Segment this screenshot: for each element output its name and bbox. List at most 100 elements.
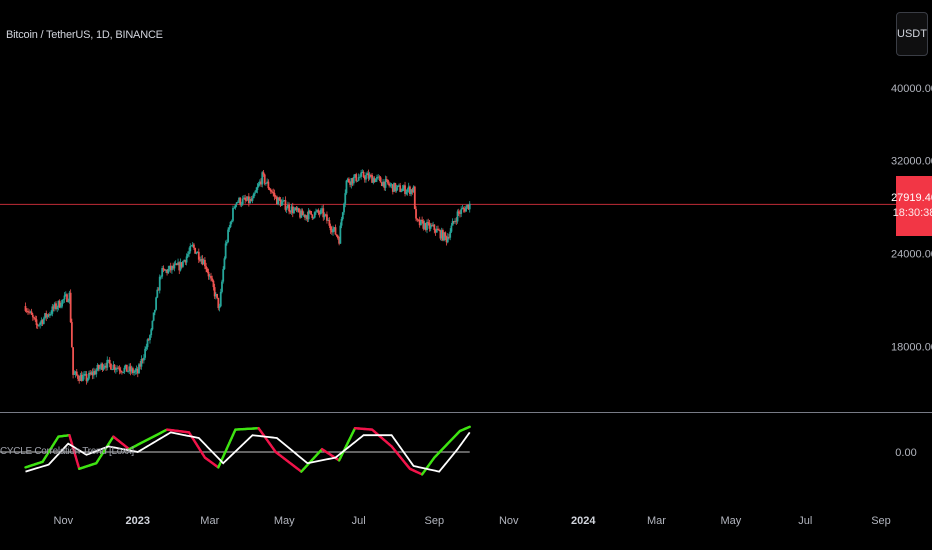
candle-body xyxy=(385,179,388,180)
candle-body xyxy=(50,313,53,315)
candle-body xyxy=(393,182,395,192)
candle-body xyxy=(42,318,45,324)
candle-body xyxy=(90,372,93,375)
candle-body xyxy=(396,185,399,188)
candle-body xyxy=(307,210,310,220)
candle-body xyxy=(280,201,283,206)
candle-body xyxy=(466,204,469,208)
candle-body xyxy=(149,335,151,341)
candle-body xyxy=(352,177,355,184)
candle-body xyxy=(446,236,449,243)
time-axis-label: Mar xyxy=(647,515,666,527)
candle-body xyxy=(44,313,46,319)
candle-body xyxy=(139,364,142,367)
candle-body xyxy=(468,203,471,210)
candle-body xyxy=(80,374,83,382)
candle-body xyxy=(315,211,317,213)
candle-body xyxy=(184,260,187,263)
candle-body xyxy=(162,268,165,270)
candle-body xyxy=(304,214,306,218)
candle-body xyxy=(167,268,170,274)
candle-body xyxy=(311,214,314,219)
candle-body xyxy=(247,196,250,204)
candle-body xyxy=(363,176,366,180)
candle-body xyxy=(282,200,284,202)
candle-body xyxy=(212,280,215,288)
candle-body xyxy=(349,182,352,185)
candle-body xyxy=(369,175,372,176)
candle-body xyxy=(258,181,261,185)
candle-body xyxy=(180,262,183,267)
candle-body xyxy=(430,225,433,227)
candle-body xyxy=(294,207,297,210)
symbol-title: Bitcoin / TetherUS, 1D, BINANCE xyxy=(6,29,163,41)
candle-body xyxy=(239,197,242,205)
time-axis-label: Nov xyxy=(499,515,519,527)
price-tag-value: 27919.40 xyxy=(891,192,932,204)
candle-body xyxy=(244,197,247,200)
candle-body xyxy=(75,371,78,376)
candle-body xyxy=(119,370,122,372)
candle-body xyxy=(91,372,94,376)
candle-body xyxy=(360,172,363,177)
candle-body xyxy=(105,365,107,368)
candle-body xyxy=(343,203,345,213)
candle-body xyxy=(267,181,270,189)
candle-body xyxy=(377,176,380,178)
candle-body xyxy=(83,374,85,376)
candle-body xyxy=(59,306,62,308)
candle-body xyxy=(240,204,243,205)
candle-body xyxy=(373,178,376,183)
candle-body xyxy=(433,224,436,230)
candle-body xyxy=(118,368,121,371)
candle-body xyxy=(108,359,111,364)
candle-body xyxy=(254,192,256,194)
candle-body xyxy=(260,181,262,185)
candle-body xyxy=(284,200,287,210)
candle-body xyxy=(391,184,394,192)
candle-body xyxy=(174,263,177,265)
candle-body xyxy=(28,311,31,313)
candle-body xyxy=(412,186,415,193)
candle-body xyxy=(85,373,88,382)
candle-body xyxy=(52,306,55,309)
candle-body xyxy=(46,314,49,318)
currency-button[interactable]: USDT xyxy=(896,12,928,56)
candle-body xyxy=(312,217,315,219)
candle-body xyxy=(222,269,225,282)
candle-body xyxy=(450,225,453,232)
candle-body xyxy=(96,365,99,371)
candle-body xyxy=(424,223,427,230)
candle-body xyxy=(169,265,172,271)
candle-body xyxy=(235,202,238,205)
candle-body xyxy=(221,281,223,292)
candle-body xyxy=(402,185,405,189)
candle-body xyxy=(171,265,173,271)
candle-body xyxy=(197,251,200,260)
price-axis-label: 18000.00 xyxy=(891,342,932,354)
candle-body xyxy=(341,212,344,220)
candle-body xyxy=(116,367,118,370)
candle-body xyxy=(63,295,66,300)
candle-body xyxy=(299,212,301,218)
candle-body xyxy=(97,365,100,369)
candle-body xyxy=(437,228,439,231)
candle-body xyxy=(179,262,182,271)
candle-body xyxy=(135,368,138,371)
candle-body xyxy=(361,171,364,173)
candle-body xyxy=(467,204,470,210)
candle-body xyxy=(362,171,365,177)
candle-body xyxy=(427,222,430,223)
candle-body xyxy=(153,309,156,313)
candle-body xyxy=(228,227,231,230)
candle-body xyxy=(94,371,96,375)
candle-body xyxy=(168,265,171,269)
candle-body xyxy=(350,178,353,185)
candle-body xyxy=(382,181,384,186)
candle-body xyxy=(462,208,465,210)
candle-body xyxy=(95,370,98,375)
candle-body xyxy=(163,269,166,271)
candle-body xyxy=(261,172,264,185)
candle-body xyxy=(246,196,249,201)
